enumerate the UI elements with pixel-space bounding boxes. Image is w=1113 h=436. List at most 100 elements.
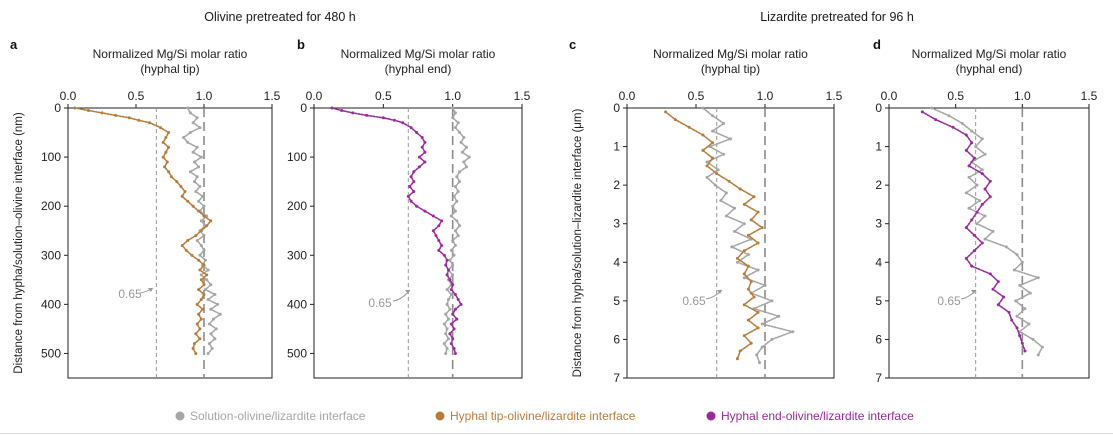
- data-point: [749, 218, 753, 222]
- data-point: [451, 263, 455, 267]
- legend-label-end: Hyphal end-olivine/lizardite interface: [721, 409, 914, 423]
- y-tick-label: 6: [613, 332, 620, 346]
- data-point: [970, 264, 974, 268]
- data-point: [137, 118, 141, 122]
- data-point: [996, 280, 1000, 284]
- data-point: [445, 347, 449, 350]
- data-point: [169, 175, 173, 179]
- data-point: [756, 326, 760, 330]
- data-point: [191, 347, 195, 350]
- data-point: [198, 327, 202, 331]
- data-point: [191, 150, 195, 154]
- y-tick-label: 7: [875, 371, 882, 385]
- data-point: [960, 121, 964, 125]
- data-point: [188, 170, 192, 174]
- data-point: [180, 244, 184, 247]
- data-point: [330, 106, 334, 110]
- data-point: [964, 148, 968, 152]
- data-point: [738, 349, 742, 353]
- data-point: [447, 298, 450, 301]
- data-point: [729, 137, 732, 141]
- panel-letter: c: [569, 37, 576, 52]
- data-point: [733, 206, 737, 210]
- x-tick-label: 1.0: [1014, 89, 1031, 103]
- legend: Solution-olivine/lizardite interface Hyp…: [175, 409, 914, 423]
- data-point: [456, 234, 460, 238]
- data-point: [197, 165, 201, 169]
- data-point: [199, 317, 203, 321]
- panel-title: Normalized Mg/Si molar ratio: [93, 47, 248, 61]
- data-point: [195, 145, 199, 149]
- data-point: [742, 334, 746, 338]
- data-point: [449, 288, 453, 292]
- data-point: [456, 190, 460, 193]
- data-point: [1027, 322, 1031, 326]
- data-point: [194, 234, 198, 238]
- y-tick-label: 5: [613, 294, 620, 308]
- panel-title: Normalized Mg/Si molar ratio: [653, 47, 808, 61]
- group-title-olivine: Olivine pretreated for 480 h: [204, 10, 356, 24]
- data-point: [190, 253, 194, 257]
- group-title-lizardite: Lizardite pretreated for 96 h: [760, 10, 914, 24]
- data-point: [161, 140, 165, 144]
- panel-title: (hyphal end): [385, 62, 452, 76]
- data-point: [983, 187, 987, 191]
- data-point: [445, 288, 449, 292]
- data-point: [746, 253, 750, 257]
- plot-frame: [313, 107, 523, 379]
- data-point: [209, 307, 213, 311]
- data-point: [184, 248, 188, 252]
- data-point: [193, 180, 196, 184]
- data-point: [202, 234, 206, 238]
- data-point: [455, 199, 459, 203]
- data-point: [448, 258, 452, 262]
- data-point: [967, 206, 971, 210]
- data-point: [186, 199, 190, 203]
- x-tick-label: 0.5: [375, 89, 392, 103]
- data-point: [451, 204, 455, 208]
- data-point: [445, 258, 449, 262]
- data-point: [423, 209, 427, 213]
- data-point: [462, 136, 466, 139]
- x-tick-label: 1.5: [264, 89, 281, 103]
- data-point: [711, 129, 715, 133]
- data-point: [449, 214, 453, 218]
- data-point: [182, 136, 186, 139]
- data-point: [201, 194, 205, 198]
- data-point: [199, 278, 203, 282]
- x-tick-label: 1.5: [826, 89, 843, 103]
- bottom-divider: [0, 433, 1113, 434]
- annotation-label: 0.65: [937, 294, 961, 308]
- data-point: [401, 121, 405, 125]
- data-point: [975, 210, 979, 214]
- data-point: [755, 353, 759, 357]
- data-point: [431, 214, 435, 218]
- data-point: [210, 347, 214, 350]
- series-2: [73, 106, 213, 355]
- data-point: [791, 330, 795, 334]
- data-point: [205, 224, 209, 228]
- data-point: [742, 272, 746, 276]
- data-point: [701, 148, 705, 152]
- data-point: [202, 204, 206, 208]
- data-point: [970, 141, 974, 145]
- data-point: [1002, 295, 1006, 299]
- legend-marker-tip: [435, 411, 445, 421]
- data-point: [930, 106, 934, 110]
- data-point: [209, 283, 213, 287]
- data-point: [452, 194, 456, 198]
- series-line: [930, 107, 1044, 356]
- data-point: [980, 241, 984, 245]
- y-tick-label: 300: [41, 248, 61, 262]
- data-point: [412, 180, 416, 184]
- data-point: [964, 226, 968, 230]
- data-point: [202, 263, 206, 267]
- data-point: [742, 202, 746, 206]
- data-point: [467, 155, 471, 159]
- data-point: [186, 239, 190, 242]
- data-point: [444, 312, 448, 316]
- data-point: [207, 342, 211, 346]
- x-tick-label: 0.0: [619, 89, 636, 103]
- data-point: [980, 137, 984, 141]
